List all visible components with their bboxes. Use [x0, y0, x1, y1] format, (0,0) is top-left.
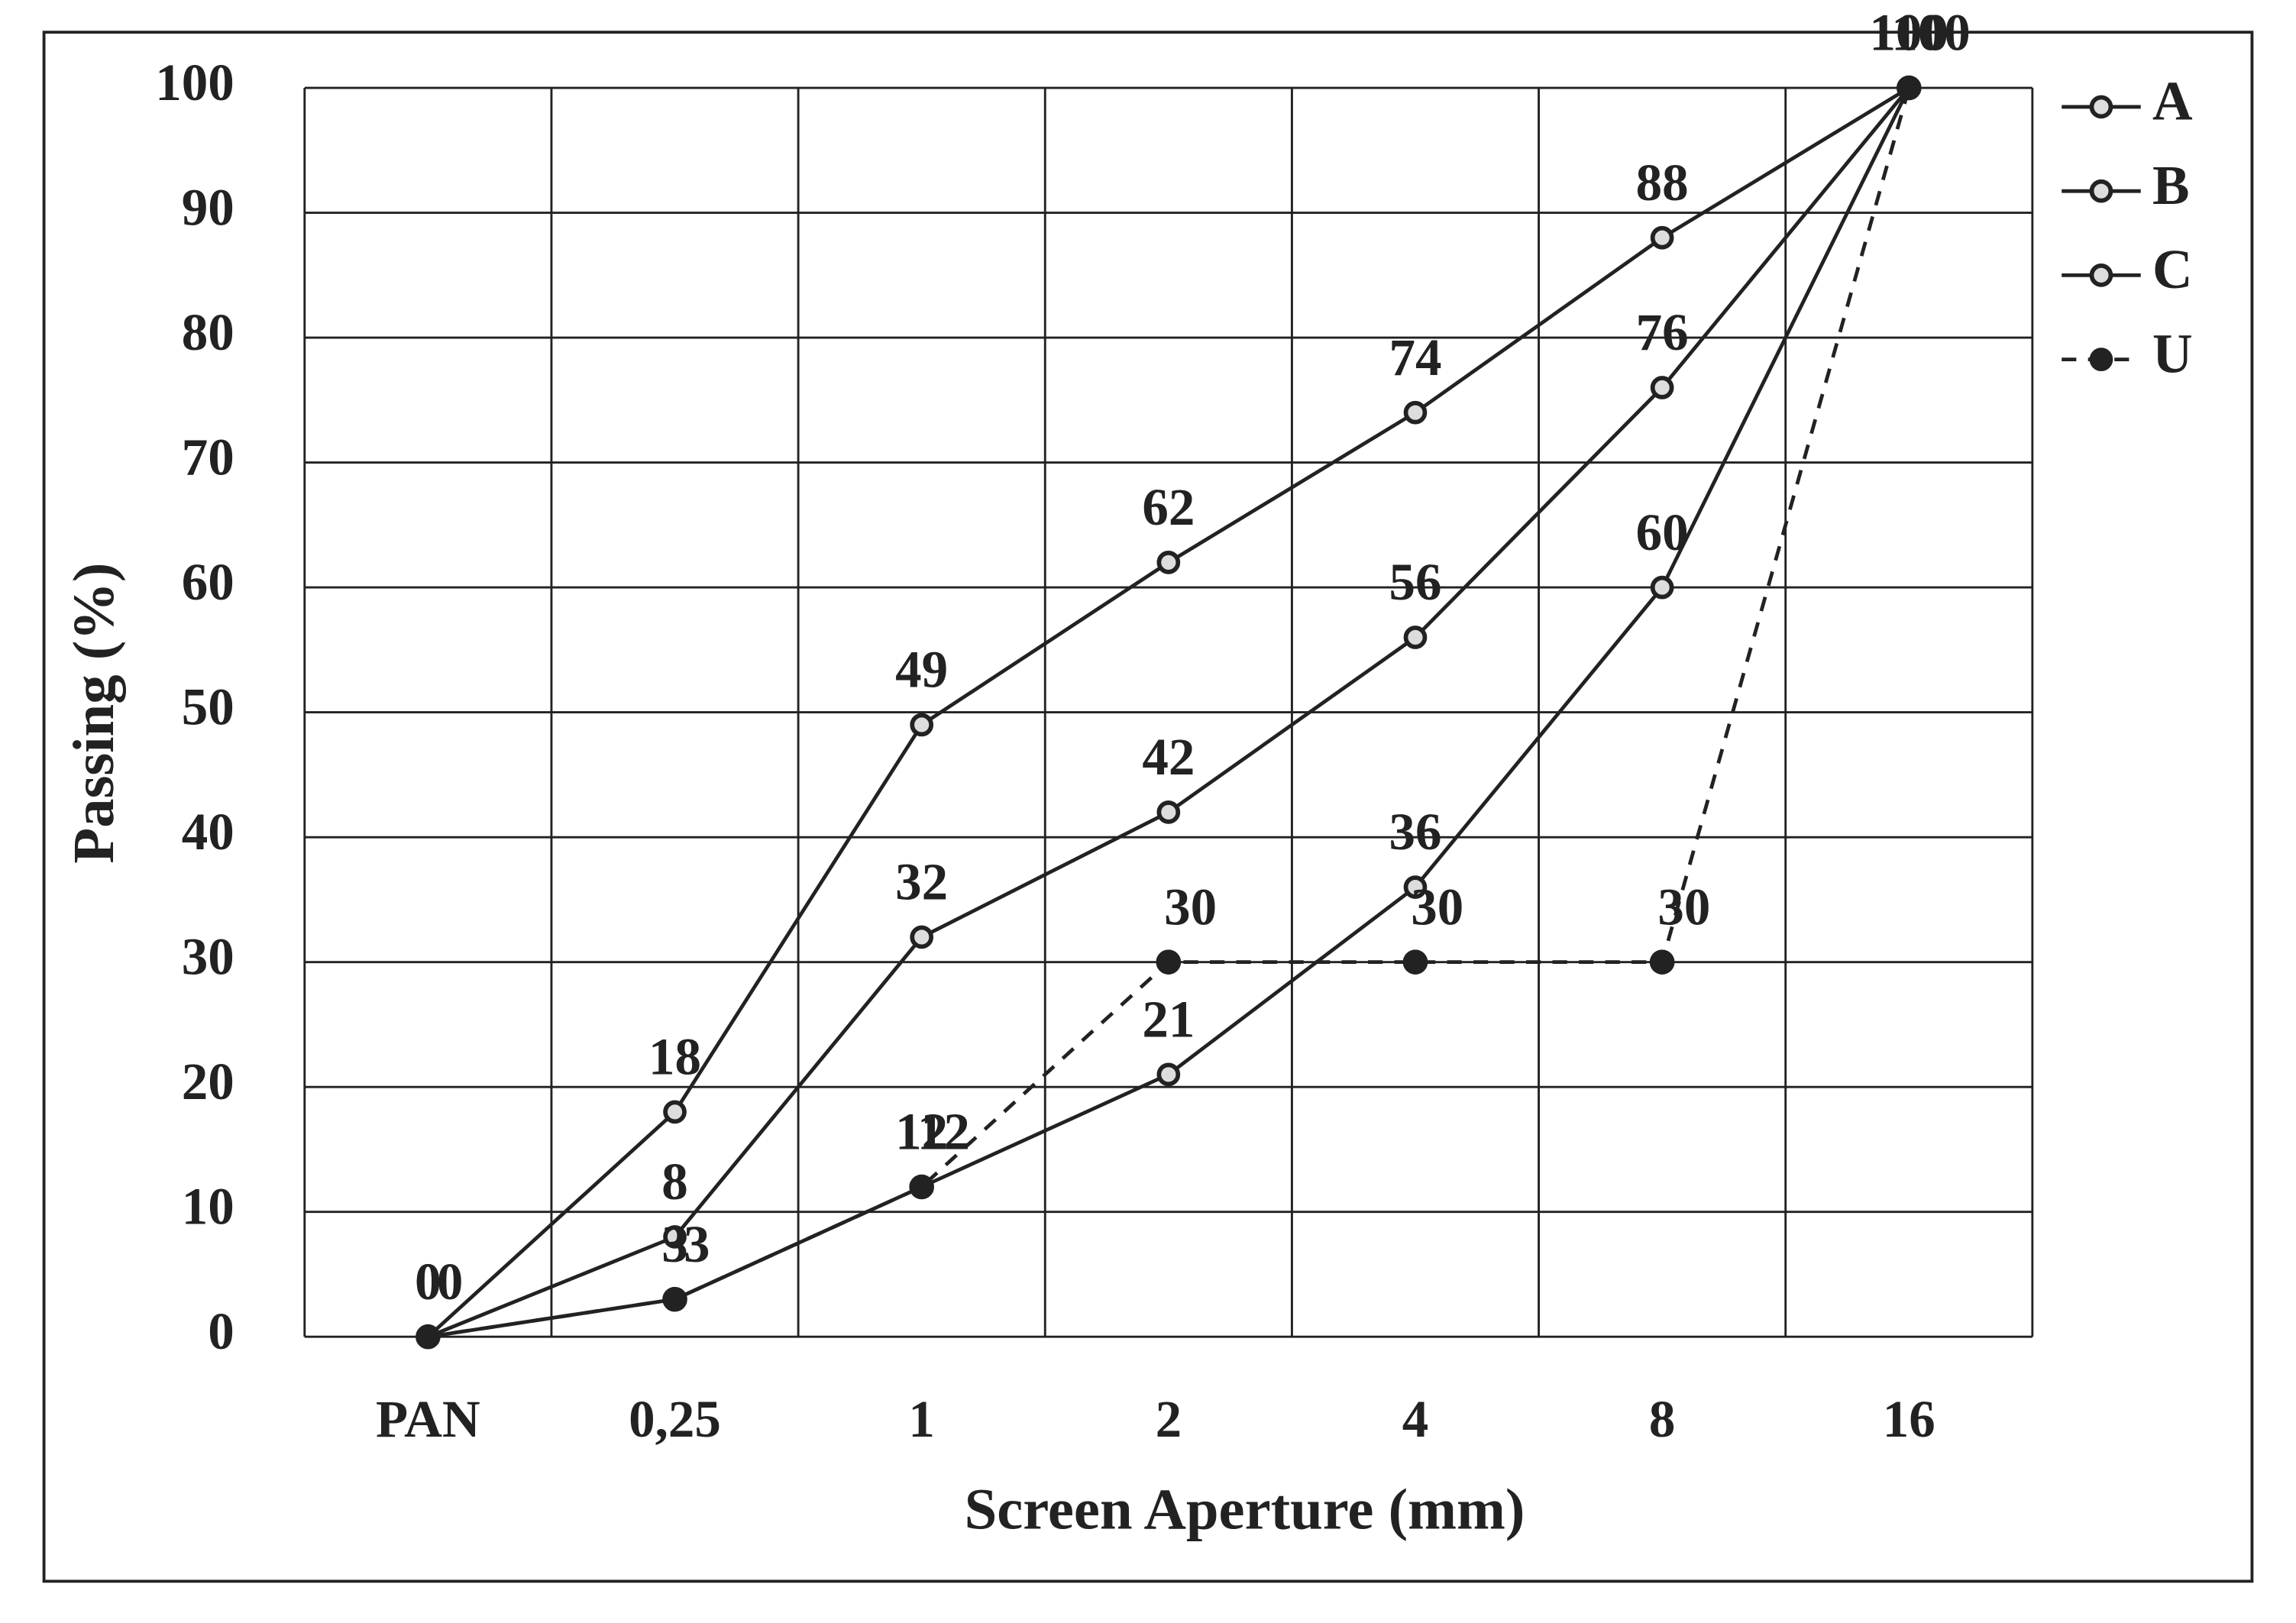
data-point: [663, 1100, 687, 1124]
x-tick-label: 4: [1402, 1390, 1429, 1448]
data-label: 74: [1389, 328, 1441, 386]
data-label: 0: [415, 1253, 441, 1311]
data-label: 100: [1870, 4, 1949, 62]
y-tick-label: 40: [182, 803, 234, 861]
data-point: [1403, 875, 1428, 899]
x-tick-label: 2: [1156, 1390, 1182, 1448]
data-label: 100: [1870, 4, 1949, 62]
data-label: 30: [1164, 878, 1217, 936]
legend-label: A: [2152, 70, 2193, 132]
data-label: 88: [1636, 154, 1689, 212]
legend-marker: [2089, 179, 2113, 203]
x-tick-label: 8: [1649, 1390, 1676, 1448]
data-label: 49: [895, 641, 948, 699]
y-tick-label: 90: [182, 178, 234, 236]
legend-label: U: [2152, 322, 2193, 384]
data-label: 8: [661, 1153, 688, 1211]
y-tick-label: 30: [182, 928, 234, 986]
y-tick-label: 0: [208, 1302, 234, 1360]
data-label: 12: [917, 1103, 970, 1161]
x-axis-label: Screen Aperture (mm): [965, 1477, 1525, 1542]
chart-border: [42, 31, 2254, 1583]
data-point: [1403, 400, 1428, 425]
legend-label: B: [2152, 154, 2190, 216]
y-tick-label: 20: [182, 1052, 234, 1111]
data-label: 60: [1636, 503, 1689, 561]
data-label: 56: [1389, 553, 1441, 611]
data-point: [1650, 225, 1674, 250]
x-tick-label: 16: [1883, 1390, 1935, 1448]
data-label: 32: [895, 853, 948, 911]
data-point: [1650, 376, 1674, 399]
x-tick-label: 0,25: [629, 1390, 721, 1448]
data-point: [1649, 949, 1675, 975]
data-label: 76: [1636, 303, 1689, 361]
data-label: 0: [415, 1253, 441, 1311]
legend-marker: [2089, 95, 2113, 119]
x-tick-label: 1: [908, 1390, 935, 1448]
y-tick-label: 10: [182, 1178, 234, 1236]
data-label: 36: [1389, 803, 1441, 861]
data-point: [1156, 949, 1182, 975]
data-label: 0: [437, 1253, 464, 1311]
data-label: 100: [1870, 4, 1949, 62]
data-point: [909, 1174, 934, 1200]
data-point: [910, 713, 934, 737]
data-label: 100: [1891, 4, 1971, 62]
data-label: 30: [1411, 878, 1463, 936]
data-point: [663, 1225, 687, 1249]
data-label: 18: [648, 1028, 701, 1086]
data-point: [1156, 551, 1181, 574]
data-label: 30: [1657, 878, 1710, 936]
y-tick-label: 50: [182, 677, 234, 736]
data-point: [910, 925, 934, 949]
y-tick-label: 100: [155, 53, 234, 112]
x-tick-label: PAN: [376, 1390, 480, 1448]
data-label: 42: [1142, 728, 1195, 786]
data-point: [416, 1324, 441, 1350]
data-point: [662, 1286, 687, 1312]
data-point: [1156, 800, 1181, 824]
data-label: 3: [661, 1215, 688, 1273]
data-label: 12: [895, 1103, 948, 1161]
data-point: [1156, 1062, 1181, 1087]
legend-label: C: [2152, 238, 2193, 300]
data-point: [1403, 626, 1428, 649]
data-label: 21: [1142, 990, 1195, 1048]
y-axis-label: Passing (%): [61, 563, 126, 864]
legend-marker: [2089, 348, 2113, 371]
data-point: [1402, 949, 1428, 975]
data-label: 3: [684, 1215, 710, 1273]
legend-marker: [2089, 263, 2113, 287]
y-tick-label: 70: [182, 428, 234, 486]
y-tick-label: 80: [182, 303, 234, 361]
data-point: [1650, 575, 1674, 600]
data-label: 62: [1142, 478, 1195, 536]
data-label: 0: [415, 1253, 441, 1311]
data-point: [1897, 75, 1922, 101]
y-tick-label: 60: [182, 553, 234, 611]
